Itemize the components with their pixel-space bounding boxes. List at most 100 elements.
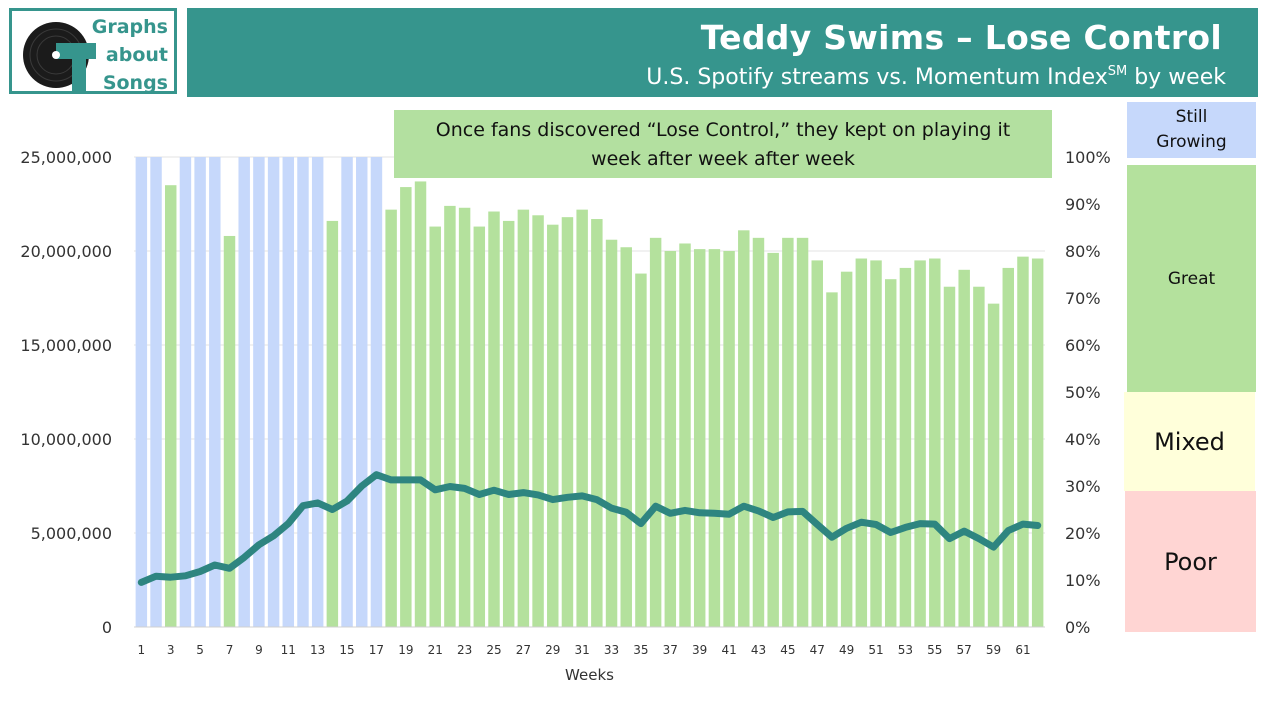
x-tick-label: 41 bbox=[721, 643, 736, 657]
x-tick-label: 55 bbox=[927, 643, 942, 657]
bar bbox=[870, 260, 882, 627]
x-tick-label: 19 bbox=[398, 643, 413, 657]
bar bbox=[458, 207, 471, 627]
x-tick-label: 61 bbox=[1015, 643, 1030, 657]
legend-band-still-growing: Still Growing bbox=[1127, 102, 1256, 158]
bar bbox=[591, 219, 603, 628]
bar bbox=[326, 220, 339, 628]
y-tick-label-right: 40% bbox=[1065, 430, 1101, 449]
bar bbox=[238, 157, 250, 627]
y-tick-label-right: 0% bbox=[1065, 618, 1090, 637]
x-tick-label: 1 bbox=[138, 643, 146, 657]
y-tick-label-left: 5,000,000 bbox=[31, 524, 112, 543]
bar bbox=[253, 157, 265, 627]
x-tick-label: 51 bbox=[868, 643, 883, 657]
y-tick-label-left: 0 bbox=[102, 618, 112, 637]
bar bbox=[796, 237, 809, 627]
y-tick-label-right: 20% bbox=[1065, 524, 1101, 543]
y-tick-label-right: 80% bbox=[1065, 242, 1101, 261]
bar bbox=[752, 237, 765, 627]
bar bbox=[414, 181, 427, 627]
bar bbox=[532, 215, 544, 627]
bar bbox=[282, 157, 295, 627]
bar bbox=[1031, 258, 1044, 627]
x-tick-label: 23 bbox=[457, 643, 472, 657]
x-tick-label: 57 bbox=[957, 643, 972, 657]
bar bbox=[165, 185, 177, 627]
callout-annotation: Once fans discovered “Lose Control,” the… bbox=[394, 110, 1052, 178]
legend-band-great: Great bbox=[1127, 165, 1256, 392]
legend-band-poor: Poor bbox=[1125, 491, 1256, 632]
bar bbox=[723, 251, 735, 627]
y-tick-label-right: 60% bbox=[1065, 336, 1101, 355]
bar bbox=[840, 271, 853, 627]
x-tick-label: 13 bbox=[310, 643, 325, 657]
bar bbox=[664, 251, 677, 627]
bar bbox=[561, 217, 574, 627]
bar bbox=[738, 230, 750, 627]
x-tick-label: 43 bbox=[751, 643, 766, 657]
bar bbox=[899, 267, 912, 627]
bar bbox=[929, 258, 941, 627]
x-tick-label: 31 bbox=[575, 643, 590, 657]
bar bbox=[341, 157, 353, 627]
x-tick-label: 25 bbox=[486, 643, 501, 657]
vinyl-record-icon bbox=[23, 22, 96, 91]
logo-line: Graphs bbox=[91, 16, 168, 38]
band-label: Poor bbox=[1164, 547, 1217, 576]
bar bbox=[385, 209, 397, 627]
x-tick-label: 15 bbox=[339, 643, 354, 657]
band-label: Growing bbox=[1156, 132, 1227, 152]
band-label: Still bbox=[1175, 107, 1208, 127]
x-tick-label: 39 bbox=[692, 643, 707, 657]
x-tick-label: 9 bbox=[255, 643, 263, 657]
bar bbox=[370, 157, 383, 627]
x-axis-title: Weeks bbox=[565, 666, 614, 684]
x-tick-label: 3 bbox=[167, 643, 175, 657]
page-subtitle: U.S. Spotify streams vs. Momentum IndexS… bbox=[646, 64, 1226, 90]
callout-line: Once fans discovered “Lose Control,” the… bbox=[435, 119, 1011, 141]
y-tick-label-right: 50% bbox=[1065, 383, 1101, 402]
y-tick-label-right: 30% bbox=[1065, 477, 1101, 496]
x-tick-label: 49 bbox=[839, 643, 854, 657]
bar bbox=[693, 249, 706, 627]
bar bbox=[782, 237, 794, 627]
bar bbox=[620, 247, 632, 628]
bar bbox=[855, 258, 868, 627]
bar bbox=[884, 279, 897, 627]
y-tick-label-right: 10% bbox=[1065, 571, 1101, 590]
y-tick-label-right: 90% bbox=[1065, 195, 1101, 214]
callout-line: week after week after week bbox=[591, 148, 855, 170]
x-tick-label: 11 bbox=[281, 643, 296, 657]
y-tick-label-left: 15,000,000 bbox=[20, 336, 112, 355]
bar bbox=[826, 292, 838, 627]
bar bbox=[488, 211, 500, 627]
x-tick-label: 33 bbox=[604, 643, 619, 657]
y-tick-label-right: 70% bbox=[1065, 289, 1101, 308]
x-tick-label: 17 bbox=[369, 643, 384, 657]
bar bbox=[767, 252, 779, 627]
bar bbox=[943, 286, 956, 627]
bar bbox=[914, 260, 926, 627]
x-tick-label: 35 bbox=[633, 643, 648, 657]
x-tick-label: 45 bbox=[780, 643, 795, 657]
bar bbox=[150, 157, 162, 627]
bar bbox=[576, 209, 588, 627]
bar bbox=[429, 226, 441, 627]
logo-text: Graphs about Songs bbox=[92, 13, 168, 97]
x-tick-label: 5 bbox=[196, 643, 204, 657]
bar bbox=[297, 157, 309, 627]
bar bbox=[135, 157, 148, 627]
bar bbox=[547, 224, 559, 627]
bar bbox=[223, 235, 236, 627]
logo: Graphs about Songs bbox=[9, 8, 177, 94]
x-tick-label: 29 bbox=[545, 643, 560, 657]
bar bbox=[311, 157, 324, 627]
x-tick-label: 27 bbox=[516, 643, 531, 657]
page-title: Teddy Swims – Lose Control bbox=[700, 18, 1222, 57]
bar bbox=[473, 226, 486, 627]
y-tick-label-left: 20,000,000 bbox=[20, 242, 112, 261]
band-label: Mixed bbox=[1154, 427, 1225, 456]
bar bbox=[517, 209, 530, 627]
